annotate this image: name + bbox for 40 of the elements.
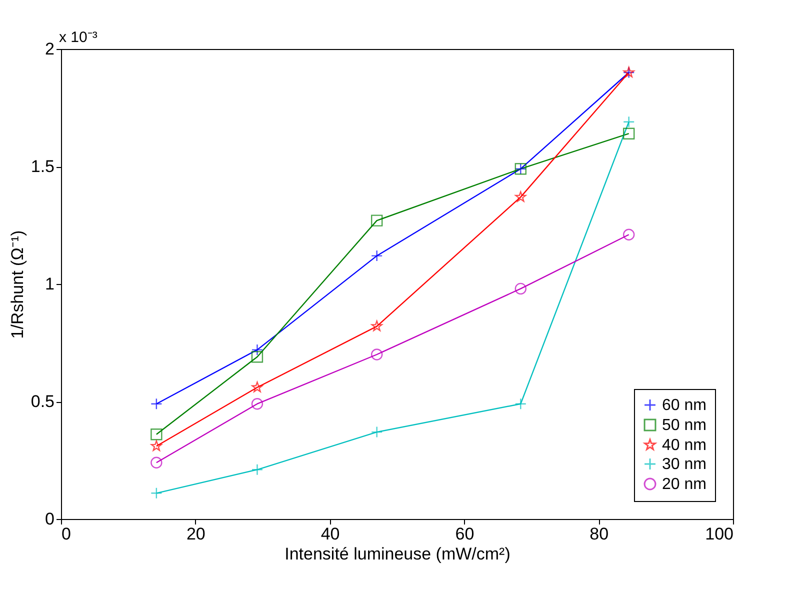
point [515,191,526,202]
x-tick-label: 20 [186,524,206,544]
point [251,398,264,410]
x-tick-label: 40 [320,524,340,544]
x-axis-title: Intensité lumineuse (mW/cm²) [284,544,510,564]
point [150,487,162,499]
y-axis-title: 1/Rshunt (Ω⁻¹) [8,230,27,339]
point [251,344,264,356]
y-tick-label: 0.5 [30,392,54,411]
point [622,228,635,240]
point [251,464,264,476]
x-tick-label: 100 [705,524,734,544]
y-tick-label: 1.5 [30,157,54,176]
point [370,348,383,360]
point [252,382,263,392]
legend-label: 20 nm [662,476,706,493]
point [514,282,526,295]
point [622,128,635,140]
legend-label: 30 nm [662,456,706,473]
legend-label: 50 nm [662,417,706,434]
legend-label: 40 nm [662,437,706,454]
y-tick-label: 0 [45,510,54,528]
point [370,214,383,226]
x-tick-label: 80 [590,524,609,544]
x-tick-label: 60 [455,524,474,544]
point [622,116,635,128]
y-tick-label: 2 [45,40,54,58]
point [150,428,162,440]
text: x 10⁻³ [59,29,98,46]
point [370,250,383,262]
point [150,456,162,468]
point [150,398,162,410]
point [150,440,162,451]
y-tick-label: 1 [45,274,54,294]
point [371,320,382,332]
x-tick-label: 0 [62,524,71,544]
point [514,398,526,410]
legend-label: 60 nm [662,397,706,414]
point [251,351,264,363]
point [370,426,383,438]
